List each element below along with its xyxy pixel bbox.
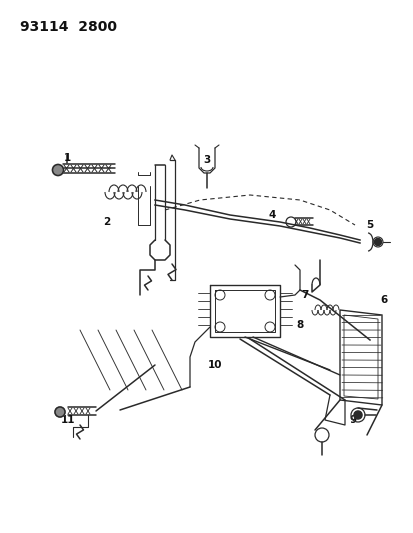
Text: 1: 1	[63, 153, 71, 163]
Circle shape	[55, 407, 65, 417]
Text: 5: 5	[366, 220, 373, 230]
Text: 93114  2800: 93114 2800	[20, 20, 117, 34]
Circle shape	[374, 238, 380, 246]
Text: 10: 10	[207, 360, 222, 370]
Circle shape	[353, 411, 361, 419]
Text: 3: 3	[203, 155, 210, 165]
Text: 9: 9	[349, 415, 356, 425]
Text: 2: 2	[103, 217, 110, 227]
Text: 8: 8	[296, 320, 303, 330]
Text: 11: 11	[61, 415, 75, 425]
Text: 4: 4	[268, 210, 275, 220]
Text: 6: 6	[380, 295, 387, 305]
Circle shape	[52, 165, 63, 175]
Text: 7: 7	[301, 290, 308, 300]
